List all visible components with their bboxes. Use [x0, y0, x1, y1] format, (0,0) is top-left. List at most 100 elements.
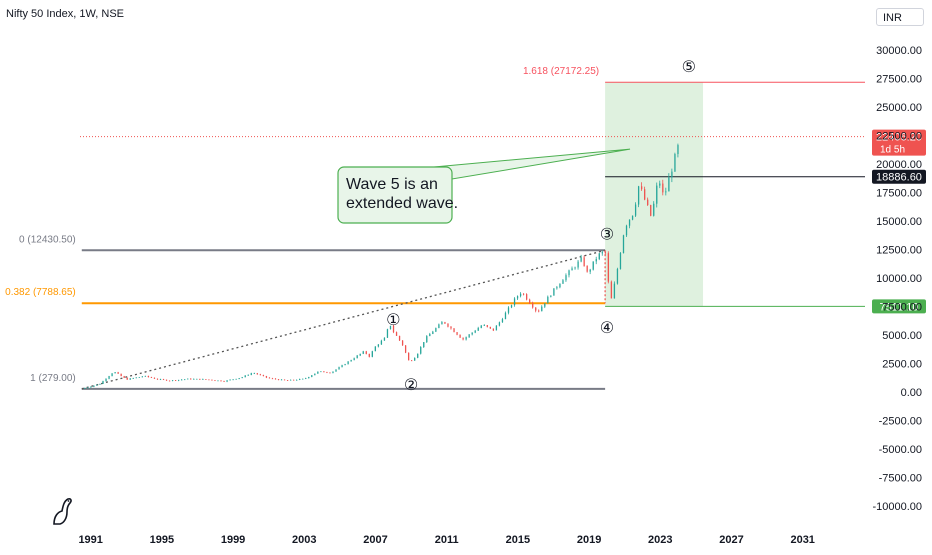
currency-selector[interactable]: INR [876, 8, 924, 26]
candle-body [429, 334, 431, 337]
candle-body [441, 322, 443, 325]
candle-body [208, 379, 210, 381]
candle-body [178, 379, 180, 381]
candle-body [580, 257, 582, 262]
candle-body [341, 365, 343, 368]
candle-body [414, 357, 416, 361]
callout-pointer [432, 148, 631, 180]
candle-body [289, 379, 292, 381]
candle-body [535, 307, 537, 311]
candle-body [187, 378, 189, 380]
candle-body [589, 269, 591, 272]
price-badge-sub: 1d 5h [880, 145, 905, 156]
candle-body [286, 380, 289, 381]
wave-label: ② [404, 377, 418, 394]
price-badge [872, 169, 926, 184]
y-tick-label: -10000.00 [872, 501, 922, 513]
fib-label: 0 (12430.50) [19, 234, 76, 245]
y-tick-label: 2500.00 [882, 359, 922, 371]
candle-body [383, 337, 386, 341]
candle-body [435, 328, 437, 332]
candle-body [662, 183, 664, 193]
candle-body [202, 379, 204, 380]
candle-body [498, 322, 501, 326]
candle-body [356, 355, 358, 359]
candle-body [610, 281, 613, 299]
candle-body [565, 275, 567, 281]
candle-body [529, 299, 531, 304]
candle-body [84, 388, 86, 389]
candle-body [193, 378, 195, 380]
candle-body [117, 372, 119, 374]
y-tick-label: 7500.00 [882, 302, 922, 314]
candle-body [329, 372, 331, 374]
candle-body [477, 327, 479, 331]
candle-body [522, 293, 525, 295]
candle-body [559, 283, 561, 288]
candle-body [492, 328, 495, 331]
candle-body [308, 376, 310, 379]
candle-body [423, 342, 425, 348]
candle-body [105, 378, 107, 381]
candle-body [277, 379, 280, 381]
candle-body [271, 378, 274, 380]
candle-body [205, 379, 207, 380]
candle-body [513, 298, 516, 306]
candle-body [87, 387, 89, 389]
candle-body [129, 378, 131, 380]
candle-body [389, 325, 392, 330]
candle-body [96, 384, 98, 386]
candle-body [644, 189, 646, 200]
candle-body [628, 219, 631, 226]
candle-body [314, 373, 316, 376]
candle-body [641, 186, 643, 190]
trend-line-dotted [81, 249, 606, 390]
candle-body [359, 353, 361, 356]
candle-body [519, 293, 522, 297]
candle-body [123, 376, 125, 378]
candle-body [401, 340, 404, 346]
price-badge-label: 22406.20 [876, 132, 922, 144]
candle-body [362, 351, 364, 354]
candle-body [159, 379, 162, 381]
candle-body [671, 171, 673, 178]
x-tick-label: 2011 [435, 534, 459, 546]
candle-body [223, 381, 225, 383]
candle-body [486, 325, 488, 327]
y-tick-label: 5000.00 [882, 330, 922, 342]
fib-label: 0.382 (7788.65) [5, 287, 76, 298]
candle-body [432, 331, 434, 335]
candle-body [420, 347, 422, 354]
candle-body [126, 377, 128, 380]
candle-body [562, 280, 564, 284]
candle-body [386, 329, 389, 338]
candle-body [453, 328, 455, 333]
candle-body [510, 305, 513, 308]
candle-body [229, 379, 231, 381]
candle-body [326, 372, 328, 374]
price-badge [872, 129, 926, 156]
candle-body [495, 325, 498, 331]
candle-body [171, 380, 174, 382]
candle-body [190, 378, 192, 380]
x-tick-label: 2023 [648, 534, 672, 546]
price-badge-label: 18886.60 [876, 172, 922, 184]
candle-body [480, 325, 482, 328]
callout-text: Wave 5 is an [346, 176, 438, 193]
symbol-title: Nifty 50 Index, 1W, NSE [6, 8, 124, 20]
candle-body [613, 283, 616, 299]
candle-body [447, 323, 449, 327]
candle-body [459, 334, 461, 338]
y-tick-label: -5000.00 [879, 444, 922, 456]
candle-body [411, 360, 413, 362]
x-tick-label: 2003 [292, 534, 316, 546]
fib-label: 1.618 (27172.25) [523, 66, 599, 77]
candle-body [232, 379, 234, 381]
candle-body [365, 351, 367, 354]
candle-body [274, 378, 277, 380]
candle-body [653, 203, 655, 216]
candle-body [293, 379, 295, 381]
candle-body [380, 340, 383, 345]
